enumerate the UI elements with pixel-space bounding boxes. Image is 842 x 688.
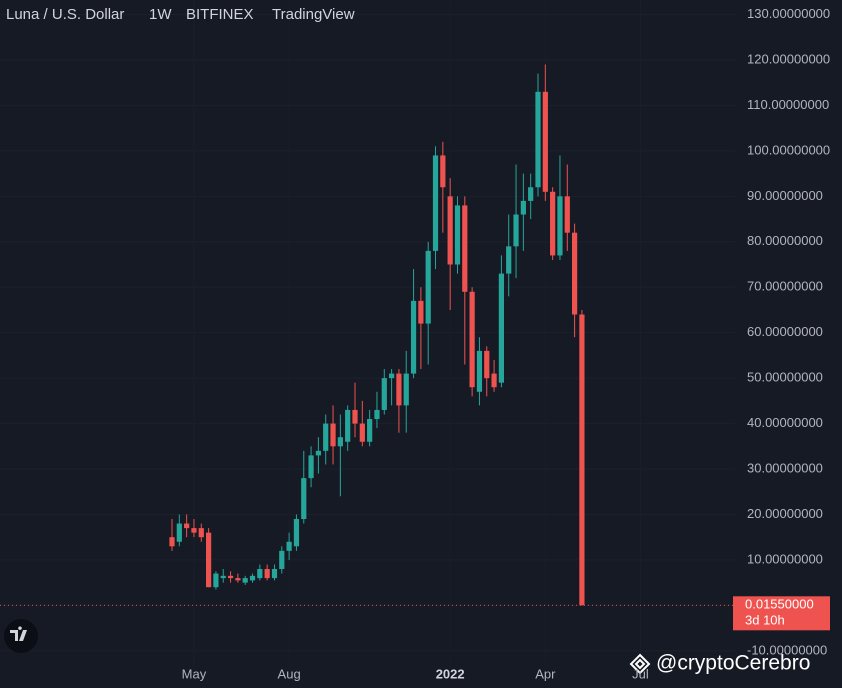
candle-body bbox=[315, 450, 321, 456]
candle-body bbox=[184, 523, 190, 529]
current-price-label: 0.01550000 bbox=[745, 597, 814, 612]
candle-body bbox=[440, 155, 446, 188]
candle-body bbox=[257, 569, 263, 579]
candle-body bbox=[235, 578, 241, 581]
candle-body bbox=[169, 537, 175, 547]
candle-body bbox=[301, 478, 307, 520]
candle-body bbox=[550, 191, 556, 256]
candle-body bbox=[389, 373, 395, 379]
candle-body bbox=[410, 300, 417, 374]
candle-body bbox=[425, 250, 431, 324]
candle-body bbox=[323, 423, 329, 451]
watermark-icon bbox=[629, 653, 651, 675]
y-tick-label: 100.00000000 bbox=[747, 142, 830, 157]
y-tick-label: 40.00000000 bbox=[747, 415, 823, 430]
candle-body bbox=[432, 155, 439, 251]
candle-body bbox=[572, 232, 578, 315]
candle-body bbox=[542, 91, 548, 192]
candle-body bbox=[528, 187, 534, 201]
candle-body bbox=[213, 573, 219, 588]
candle-body bbox=[198, 528, 204, 538]
candle-body bbox=[418, 300, 424, 324]
x-tick-label: Jul bbox=[632, 666, 649, 681]
candle-body bbox=[367, 419, 373, 442]
candle-body bbox=[476, 350, 483, 392]
candle-body bbox=[535, 91, 541, 188]
candle-body bbox=[557, 196, 563, 256]
candle-body bbox=[506, 246, 512, 274]
candle-body bbox=[484, 350, 490, 379]
candle-body bbox=[330, 423, 336, 447]
candle-body bbox=[308, 455, 314, 479]
y-tick-label: 120.00000000 bbox=[747, 51, 830, 66]
candle-body bbox=[564, 196, 570, 233]
candle-body bbox=[447, 196, 453, 265]
y-tick-label: 60.00000000 bbox=[747, 324, 823, 339]
y-tick-label: 110.00000000 bbox=[747, 97, 829, 112]
y-tick-label: 130.00000000 bbox=[747, 6, 830, 21]
candle-body bbox=[220, 575, 226, 579]
candle-body bbox=[498, 273, 504, 383]
grid bbox=[0, 0, 735, 669]
y-tick-label: 10.00000000 bbox=[747, 551, 823, 566]
candle-body bbox=[469, 291, 475, 388]
y-tick-label: -10.00000000 bbox=[747, 642, 827, 657]
y-tick-label: 80.00000000 bbox=[747, 233, 823, 248]
candle-body bbox=[286, 541, 292, 551]
candle-body bbox=[352, 409, 358, 424]
candle-body bbox=[403, 373, 409, 406]
candle-body bbox=[337, 437, 343, 447]
candle-body bbox=[513, 214, 519, 247]
current-price-box bbox=[733, 596, 830, 631]
candle-body bbox=[345, 409, 351, 442]
candle-body bbox=[491, 373, 497, 388]
y-tick-label: 50.00000000 bbox=[747, 370, 823, 385]
y-tick-label: 70.00000000 bbox=[747, 279, 823, 294]
candle-body bbox=[396, 373, 402, 406]
watermark: @cryptoCerebro bbox=[656, 652, 810, 675]
candle-body bbox=[462, 205, 468, 292]
candle-body bbox=[242, 578, 248, 583]
candle-body bbox=[381, 378, 387, 410]
countdown: 3d 10h bbox=[745, 613, 785, 628]
candle-body bbox=[374, 409, 380, 420]
x-tick-label: Aug bbox=[278, 666, 301, 681]
y-tick-label: 30.00000000 bbox=[747, 460, 823, 475]
candle-body bbox=[249, 575, 256, 581]
source: TradingView bbox=[272, 6, 355, 23]
candle-body bbox=[176, 523, 182, 542]
candle-body bbox=[279, 550, 285, 570]
candle-body bbox=[293, 519, 300, 547]
candles bbox=[169, 64, 585, 606]
candle-body bbox=[227, 575, 234, 579]
candle-body bbox=[579, 314, 585, 606]
candle-body bbox=[191, 528, 197, 533]
chart-title: Luna / U.S. Dollar bbox=[6, 6, 124, 23]
exchange: BITFINEX bbox=[186, 6, 254, 23]
x-tick-label: Apr bbox=[535, 666, 556, 681]
x-tick-label: 2022 bbox=[436, 666, 465, 681]
candle-body bbox=[520, 200, 526, 215]
candle-body bbox=[264, 569, 270, 579]
candle-body bbox=[271, 569, 278, 579]
candle-body bbox=[206, 532, 212, 588]
candle-body bbox=[359, 423, 365, 442]
tv-logo bbox=[4, 619, 38, 653]
candle-body bbox=[454, 205, 461, 265]
y-tick-label: 20.00000000 bbox=[747, 506, 823, 521]
x-tick-label: May bbox=[182, 666, 207, 681]
interval: 1W bbox=[149, 6, 172, 23]
y-tick-label: 90.00000000 bbox=[747, 188, 823, 203]
